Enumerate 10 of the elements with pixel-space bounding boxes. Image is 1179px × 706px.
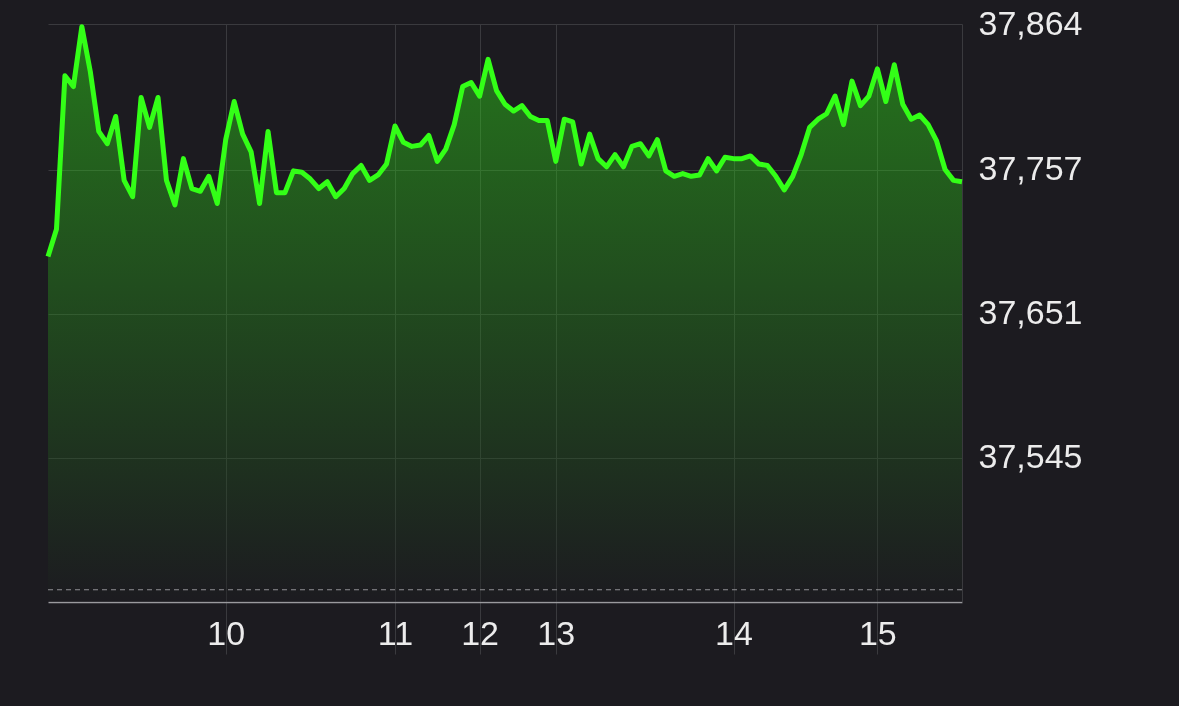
- y-tick-label: 37,545: [978, 437, 1083, 476]
- y-tick-label: 37,651: [978, 293, 1083, 332]
- y-tick-label: 37,864: [978, 3, 1083, 42]
- x-tick-label: 11: [377, 613, 414, 652]
- x-tick-label: 13: [537, 613, 576, 652]
- y-tick-label: 37,757: [978, 149, 1083, 188]
- x-tick-label: 10: [207, 613, 246, 652]
- x-tick-label: 15: [858, 613, 897, 652]
- x-tick-label: 14: [715, 613, 753, 652]
- x-tick-label: 12: [461, 613, 500, 652]
